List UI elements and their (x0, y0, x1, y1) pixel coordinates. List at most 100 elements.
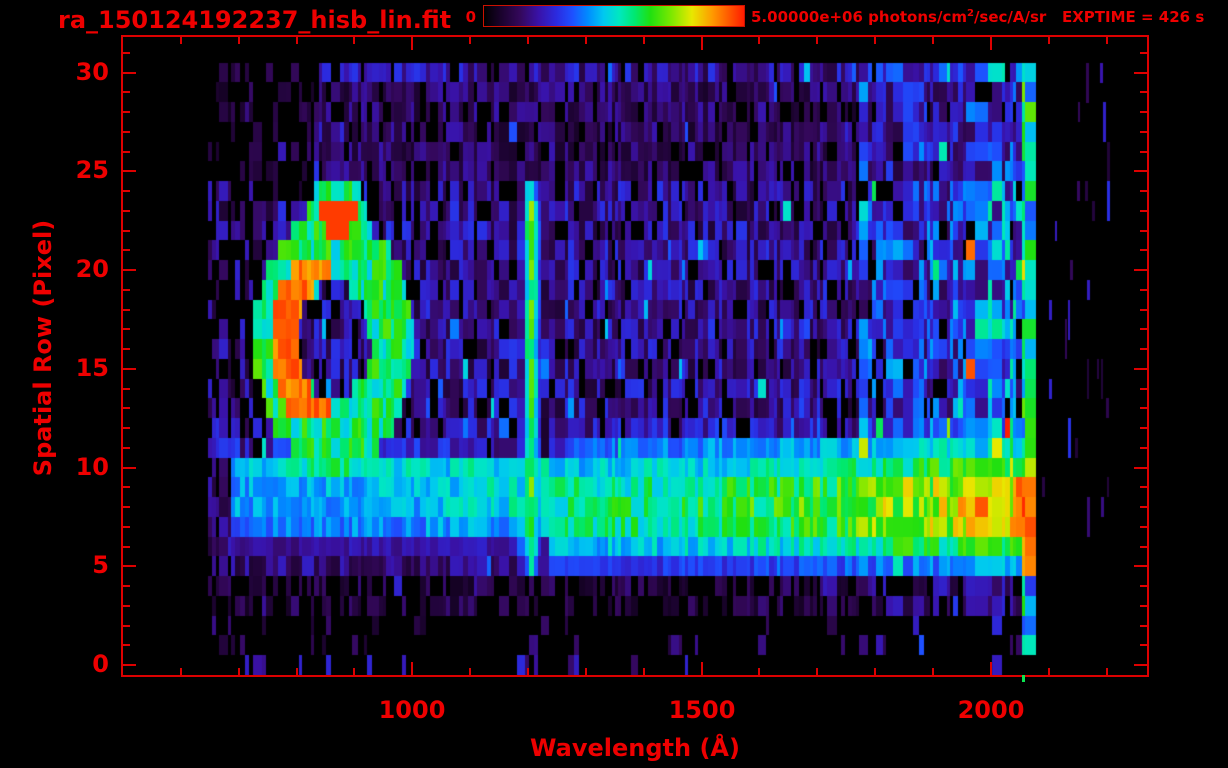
x-minor-tick (874, 668, 876, 675)
y-minor-tick-right (1140, 585, 1147, 587)
x-minor-tick (527, 668, 529, 675)
y-minor-tick-right (1140, 625, 1147, 627)
x-tick-label: 1500 (668, 696, 736, 724)
y-major-tick-right (1134, 72, 1147, 74)
x-minor-tick (1048, 668, 1050, 675)
y-minor-tick (123, 348, 130, 350)
y-major-tick (123, 72, 136, 74)
x-minor-tick-top (180, 37, 182, 44)
edge-line-overshoot (1022, 675, 1025, 682)
y-major-tick-right (1134, 170, 1147, 172)
y-minor-tick (123, 309, 130, 311)
x-minor-tick (238, 668, 240, 675)
y-minor-tick (123, 289, 130, 291)
y-major-tick-right (1134, 368, 1147, 370)
y-minor-tick (123, 486, 130, 488)
y-minor-tick-right (1140, 506, 1147, 508)
x-minor-tick-top (469, 37, 471, 44)
x-minor-tick (643, 668, 645, 675)
x-major-tick-top (411, 37, 413, 50)
y-minor-tick-right (1140, 309, 1147, 311)
y-major-tick-right (1134, 269, 1147, 271)
y-minor-tick-right (1140, 427, 1147, 429)
y-minor-tick (123, 210, 130, 212)
x-minor-tick-top (238, 37, 240, 44)
y-tick-label: 30 (75, 58, 109, 86)
y-minor-tick (123, 328, 130, 330)
y-minor-tick-right (1140, 486, 1147, 488)
x-minor-tick (469, 668, 471, 675)
x-minor-tick (585, 668, 587, 675)
x-minor-tick-top (353, 37, 355, 44)
y-minor-tick-right (1140, 249, 1147, 251)
y-minor-tick-right (1140, 151, 1147, 153)
x-major-tick (411, 662, 413, 675)
x-minor-tick (932, 668, 934, 675)
x-tick-label: 2000 (957, 696, 1025, 724)
y-minor-tick-right (1140, 348, 1147, 350)
y-minor-tick-right (1140, 605, 1147, 607)
y-minor-tick-right (1140, 230, 1147, 232)
y-minor-tick (123, 131, 130, 133)
y-tick-label: 0 (92, 650, 109, 678)
y-tick-label: 10 (75, 453, 109, 481)
y-major-tick (123, 565, 136, 567)
x-minor-tick (180, 668, 182, 675)
x-major-tick-top (701, 37, 703, 50)
y-minor-tick-right (1140, 111, 1147, 113)
y-major-tick-right (1134, 664, 1147, 666)
colorbar-min-label: 0 (465, 8, 476, 26)
y-minor-tick (123, 52, 130, 54)
plot-frame (121, 35, 1149, 677)
x-minor-tick (758, 668, 760, 675)
y-minor-tick (123, 91, 130, 93)
y-minor-tick-right (1140, 447, 1147, 449)
plot-title: ra_150124192237_hisb_lin.fit (58, 6, 452, 34)
x-major-tick-top (990, 37, 992, 50)
colorbar-max-units-suffix: /sec/A/sr (973, 8, 1047, 26)
y-minor-tick (123, 427, 130, 429)
x-major-tick (701, 662, 703, 675)
y-minor-tick (123, 585, 130, 587)
y-major-tick-right (1134, 467, 1147, 469)
colorbar-max-label: 5.00000e+06 photons/cm2/sec/A/sr (751, 8, 1046, 26)
y-minor-tick (123, 249, 130, 251)
y-minor-tick-right (1140, 407, 1147, 409)
y-minor-tick (123, 625, 130, 627)
x-minor-tick-top (643, 37, 645, 44)
heatmap-canvas (123, 37, 1147, 675)
y-minor-tick-right (1140, 210, 1147, 212)
y-major-tick (123, 368, 136, 370)
y-major-tick (123, 467, 136, 469)
y-minor-tick-right (1140, 131, 1147, 133)
y-minor-tick (123, 151, 130, 153)
y-minor-tick-right (1140, 526, 1147, 528)
y-tick-label: 25 (75, 156, 109, 184)
x-axis-title: Wavelength (Å) (530, 734, 740, 762)
y-minor-tick-right (1140, 289, 1147, 291)
colorbar-max-superscript: 2 (966, 8, 974, 19)
y-axis-title: Spatial Row (Pixel) (29, 219, 57, 477)
y-major-tick (123, 269, 136, 271)
y-tick-label: 15 (75, 354, 109, 382)
y-minor-tick (123, 546, 130, 548)
x-minor-tick-top (816, 37, 818, 44)
x-major-tick (990, 662, 992, 675)
y-minor-tick-right (1140, 328, 1147, 330)
x-minor-tick-top (874, 37, 876, 44)
y-minor-tick-right (1140, 546, 1147, 548)
y-minor-tick (123, 190, 130, 192)
exptime-label: EXPTIME = 426 s (1062, 8, 1205, 26)
x-minor-tick-top (585, 37, 587, 44)
x-minor-tick-top (527, 37, 529, 44)
y-minor-tick (123, 407, 130, 409)
x-minor-tick-top (296, 37, 298, 44)
y-major-tick-right (1134, 565, 1147, 567)
y-tick-label: 5 (92, 551, 109, 579)
y-major-tick (123, 170, 136, 172)
y-minor-tick (123, 605, 130, 607)
x-minor-tick-top (758, 37, 760, 44)
x-minor-tick-top (932, 37, 934, 44)
x-minor-tick-top (1048, 37, 1050, 44)
